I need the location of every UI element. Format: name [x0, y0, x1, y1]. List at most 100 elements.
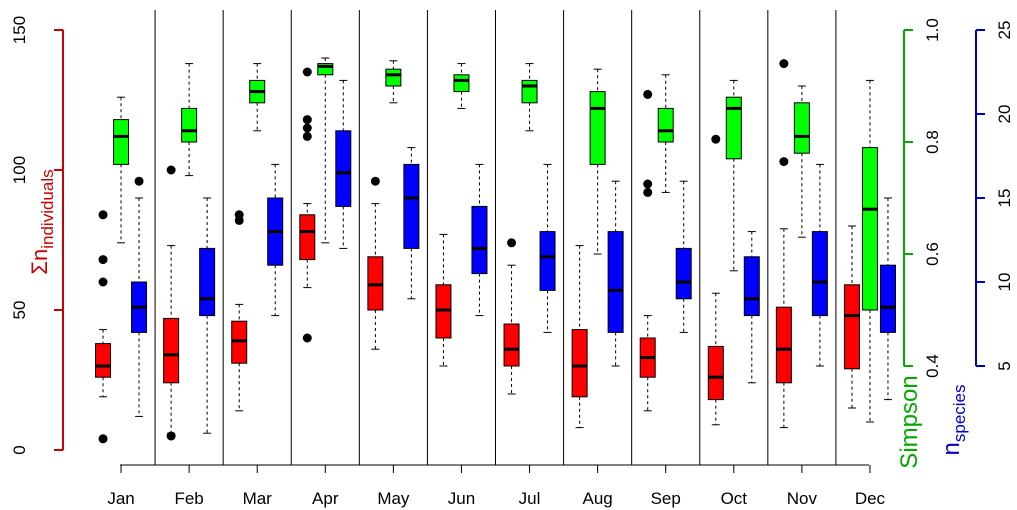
- box-iqr: [181, 107, 198, 143]
- outlier-point: [302, 123, 312, 133]
- outlier-point: [302, 67, 312, 77]
- left-axis-tick-label: 50: [10, 301, 29, 320]
- individuals-box-aug: [571, 245, 588, 429]
- individuals-box-jul: [503, 238, 520, 395]
- simpson-box-may: [385, 60, 402, 104]
- species-box-jun: [471, 163, 488, 317]
- left-axis-title-sub: individuals: [38, 169, 57, 248]
- species-axis-title-main: n: [938, 442, 965, 455]
- species-axis-tick-text: 25: [995, 21, 1014, 40]
- x-tick-label: Jan: [107, 489, 134, 508]
- box-iqr: [775, 306, 792, 384]
- simpson-box-oct: [725, 79, 742, 272]
- left-axis-tick-text: 100: [10, 156, 29, 184]
- x-tick-label: Sep: [651, 489, 681, 508]
- x-tick-label: Nov: [787, 489, 818, 508]
- box-iqr: [471, 205, 488, 275]
- simpson-box-apr: [317, 57, 334, 244]
- species-box-mar: [267, 163, 284, 317]
- species-box-may: [403, 147, 420, 300]
- species-axis-title: nspecies: [938, 385, 969, 456]
- left-axis-tick-text: 150: [10, 16, 29, 44]
- individuals-box-may: [367, 176, 384, 350]
- boxes-layer: [95, 57, 896, 444]
- simpson-axis-tick-text: 0.6: [923, 242, 942, 266]
- species-axis-tick-text: 5: [995, 361, 1014, 370]
- left-axis-title: Σnindividuals: [27, 169, 57, 274]
- individuals-box-oct: [707, 134, 724, 426]
- outlier-point: [166, 431, 176, 441]
- left-axis-tick-label: 100: [10, 156, 29, 184]
- box-iqr: [607, 231, 624, 333]
- x-tick-label: Aug: [583, 489, 613, 508]
- left-axis-title-main: Σn: [27, 249, 52, 275]
- simpson-box-jun: [453, 63, 470, 109]
- outlier-point: [779, 59, 789, 69]
- species-box-dec: [879, 197, 896, 401]
- x-tick-label: Oct: [721, 489, 748, 508]
- individuals-box-sep: [639, 89, 656, 412]
- x-tick-label: Jun: [448, 489, 475, 508]
- simpson-axis-title: Simpson: [896, 375, 923, 468]
- individuals-box-nov: [775, 59, 792, 429]
- simpson-box-nov: [793, 85, 810, 238]
- species-box-sep: [675, 180, 692, 333]
- box-iqr: [335, 130, 352, 207]
- species-box-apr: [335, 79, 352, 249]
- species-axis-tick-label: 25: [995, 21, 1014, 40]
- left-axis-tick-label: 0: [10, 445, 29, 454]
- simpson-axis-tick-text: 1.0: [923, 18, 942, 42]
- box-iqr: [675, 247, 692, 300]
- box-iqr: [113, 119, 130, 165]
- simpson-box-jul: [521, 63, 538, 132]
- outlier-point: [643, 179, 653, 189]
- species-box-oct: [743, 231, 760, 384]
- outlier-point: [302, 131, 312, 141]
- species-axis-tick-text: 20: [995, 105, 1014, 124]
- individuals-box-jun: [435, 233, 452, 367]
- box-iqr: [843, 284, 860, 370]
- simpson-box-dec: [861, 79, 878, 423]
- outlier-point: [98, 434, 108, 444]
- individuals-box-dec: [843, 225, 860, 409]
- box-iqr: [403, 163, 420, 249]
- simpson-box-feb: [181, 63, 198, 177]
- simpson-box-aug: [589, 68, 606, 255]
- box-iqr: [657, 107, 674, 143]
- individuals-box-mar: [231, 210, 248, 412]
- box-iqr: [163, 317, 180, 384]
- outlier-point: [507, 238, 517, 248]
- x-tick-label: Apr: [312, 489, 339, 508]
- species-axis-tick-label: 10: [995, 273, 1014, 292]
- species-box-jan: [131, 176, 148, 417]
- svg-text:nspecies: nspecies: [938, 385, 969, 456]
- simpson-axis-tick-label: 1.0: [923, 18, 942, 42]
- box-iqr: [199, 247, 216, 317]
- simpson-axis-tick-text: 0.8: [923, 130, 942, 154]
- outlier-point: [711, 134, 721, 144]
- box-iqr: [725, 96, 742, 160]
- svg-text:Σnindividuals: Σnindividuals: [27, 169, 57, 274]
- simpson-box-sep: [657, 74, 674, 193]
- x-tick-label: Jul: [519, 489, 541, 508]
- species-axis-tick-label: 5: [995, 361, 1014, 370]
- box-iqr: [571, 329, 588, 398]
- left-axis-tick-label: 150: [10, 16, 29, 44]
- individuals-box-feb: [163, 165, 180, 441]
- species-box-nov: [811, 163, 828, 367]
- individuals-box-apr: [299, 67, 316, 343]
- individuals-box-jan: [95, 210, 112, 444]
- x-tick-label: Dec: [855, 489, 886, 508]
- axes-layer: Jan Feb Mar Apr May Jun Jul Aug Sep Oct Nov Dec 0 50 1…: [10, 16, 1014, 508]
- outlier-point: [98, 277, 108, 287]
- box-iqr: [453, 74, 470, 93]
- species-box-aug: [607, 180, 624, 367]
- outlier-point: [98, 255, 108, 265]
- box-iqr: [317, 63, 334, 76]
- outlier-point: [643, 89, 653, 99]
- box-iqr: [811, 231, 828, 317]
- species-axis-tick-label: 15: [995, 189, 1014, 208]
- outlier-point: [98, 210, 108, 220]
- box-iqr: [861, 147, 878, 311]
